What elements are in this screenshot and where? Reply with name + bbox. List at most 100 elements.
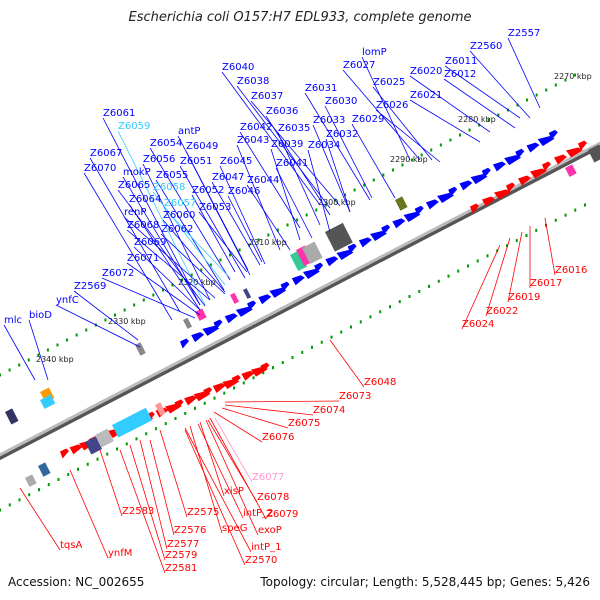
gene-label-forward[interactable]: Z6046 [228,186,260,197]
gene-label-reverse[interactable]: Z6078 [257,492,289,503]
gene-label-forward[interactable]: Z6043 [237,135,269,146]
leader-line [265,115,331,216]
gene-label-reverse[interactable]: Z6073 [339,391,371,402]
feature-block [24,474,37,487]
gene-label-reverse[interactable]: ynfM [108,548,132,559]
gene-label-reverse[interactable]: speG [222,523,247,534]
gene-label-forward[interactable]: Z6039 [271,139,303,150]
gene-label-forward[interactable]: Z6060 [163,210,195,221]
gene-label-forward[interactable]: Z6057 [164,198,196,209]
gene-label-reverse[interactable]: Z2583 [122,506,154,517]
gene-label-forward[interactable]: Z6030 [325,96,357,107]
gene-label-forward[interactable]: Z6056 [143,154,175,165]
gene-label-forward[interactable]: Z6062 [161,224,193,235]
tick-dot-lower [574,208,577,212]
gene-label-forward[interactable]: Z6020 [410,66,442,77]
gene-label-forward[interactable]: Z6072 [102,268,134,279]
gene-label-forward[interactable]: Z6059 [118,121,150,132]
gene-label-forward[interactable]: Z6040 [222,62,254,73]
gene-label-forward[interactable]: Z6067 [90,148,122,159]
gene-label-forward[interactable]: Z6032 [326,129,358,140]
gene-label-reverse[interactable]: Z6048 [364,377,396,388]
gene-label-forward[interactable]: Z6031 [305,83,337,94]
feature-blocks [5,129,600,487]
gene-label-forward[interactable]: Z6045 [220,156,252,167]
tick-dot-lower [145,432,148,436]
gene-label-reverse[interactable]: Z6079 [266,509,298,520]
leader-line [444,65,521,119]
gene-label-forward[interactable]: Z6033 [313,115,345,126]
tick-label: 2340 kbp [36,355,74,364]
leader-line [409,75,491,133]
gene-label-forward[interactable]: bioD [29,310,52,321]
gene-label-forward[interactable]: Z6071 [127,253,159,264]
gene-label-forward[interactable]: Z6042 [240,122,272,133]
leader-line [224,400,340,403]
gene-label-reverse[interactable]: intP_2 [243,508,273,519]
gene-label-forward[interactable]: renP [124,207,146,218]
gene-label-forward[interactable]: Z2569 [74,281,106,292]
gene-label-forward[interactable]: Z6021 [410,90,442,101]
gene-label-reverse[interactable]: Z6022 [486,306,518,317]
gene-label-forward[interactable]: Z6036 [266,106,298,117]
gene-label-forward[interactable]: Z6065 [118,180,150,191]
gene-label-forward[interactable]: mlc [4,315,22,326]
gene-label-reverse[interactable]: exoP [258,525,282,536]
tick-dot-upper [324,203,327,207]
gene-label-forward[interactable]: Z6052 [192,185,224,196]
gene-label-forward[interactable]: Z6049 [186,141,218,152]
gene-label-forward[interactable]: Z6054 [150,138,182,149]
gene-label-reverse[interactable]: xisP [224,486,244,497]
gene-label-forward[interactable]: Z6069 [134,237,166,248]
gene-label-reverse[interactable]: Z2577 [167,539,199,550]
gene-label-reverse[interactable]: intP_1 [251,542,281,553]
gene-label-reverse[interactable]: tqsA [60,540,82,551]
gene-label-forward[interactable]: Z6053 [199,202,231,213]
gene-label-forward[interactable]: Z6038 [237,76,269,87]
gene-label-reverse[interactable]: Z2570 [245,555,277,566]
gene-label-forward[interactable]: Z6011 [445,56,477,67]
leader-line [239,131,301,229]
gene-label-forward[interactable]: Z6061 [103,108,135,119]
gene-label-reverse[interactable]: Z6076 [262,432,294,443]
gene-label-forward[interactable]: Z6025 [373,77,405,88]
tick-dot-upper [85,328,88,332]
gene-label-reverse[interactable]: Z2579 [165,550,197,561]
gene-label-reverse[interactable]: Z6016 [555,265,587,276]
gene-label-forward[interactable]: Z6070 [84,163,116,174]
gene-label-forward[interactable]: Z2560 [470,41,502,52]
gene-label-reverse[interactable]: Z2575 [187,507,219,518]
gene-label-reverse[interactable]: Z2576 [174,525,206,536]
gene-label-forward[interactable]: Z6027 [343,60,375,71]
gene-label-forward[interactable]: Z6029 [352,114,384,125]
gene-label-forward[interactable]: mokP [123,167,151,178]
gene-label-forward[interactable]: Z6041 [276,158,308,169]
gene-label-forward[interactable]: ynfC [56,295,79,306]
gene-label-forward[interactable]: Z6047 [212,172,244,183]
gene-label-forward[interactable]: Z6037 [251,91,283,102]
gene-label-reverse[interactable]: Z6019 [508,292,540,303]
gene-label-forward[interactable]: Z6026 [376,100,408,111]
forward-gene-block [235,306,253,317]
gene-label-reverse[interactable]: Z6017 [530,278,562,289]
gene-label-reverse[interactable]: Z6074 [313,405,345,416]
gene-label-forward[interactable]: Z2557 [508,28,540,39]
gene-label-forward[interactable]: Z6012 [444,69,476,80]
feature-block [229,292,239,304]
gene-label-forward[interactable]: Z6055 [156,170,188,181]
gene-label-reverse[interactable]: Z6077 [252,472,284,483]
gene-label-forward[interactable]: antP [178,126,200,137]
gene-label-reverse[interactable]: Z6024 [462,319,494,330]
leader-line [163,207,231,279]
gene-label-forward[interactable]: Z6051 [180,156,212,167]
gene-label-forward[interactable]: Z6034 [308,140,340,151]
gene-label-forward[interactable]: Z6044 [247,175,279,186]
gene-label-forward[interactable]: Z6058 [153,182,185,193]
gene-label-forward[interactable]: Z6035 [278,123,310,134]
gene-label-reverse[interactable]: Z6075 [288,418,320,429]
leader-line [485,237,511,317]
gene-label-forward[interactable]: Z6068 [127,220,159,231]
gene-label-reverse[interactable]: Z2581 [165,563,197,574]
gene-label-forward[interactable]: Z6064 [129,194,161,205]
gene-label-forward[interactable]: lomP [362,47,387,58]
